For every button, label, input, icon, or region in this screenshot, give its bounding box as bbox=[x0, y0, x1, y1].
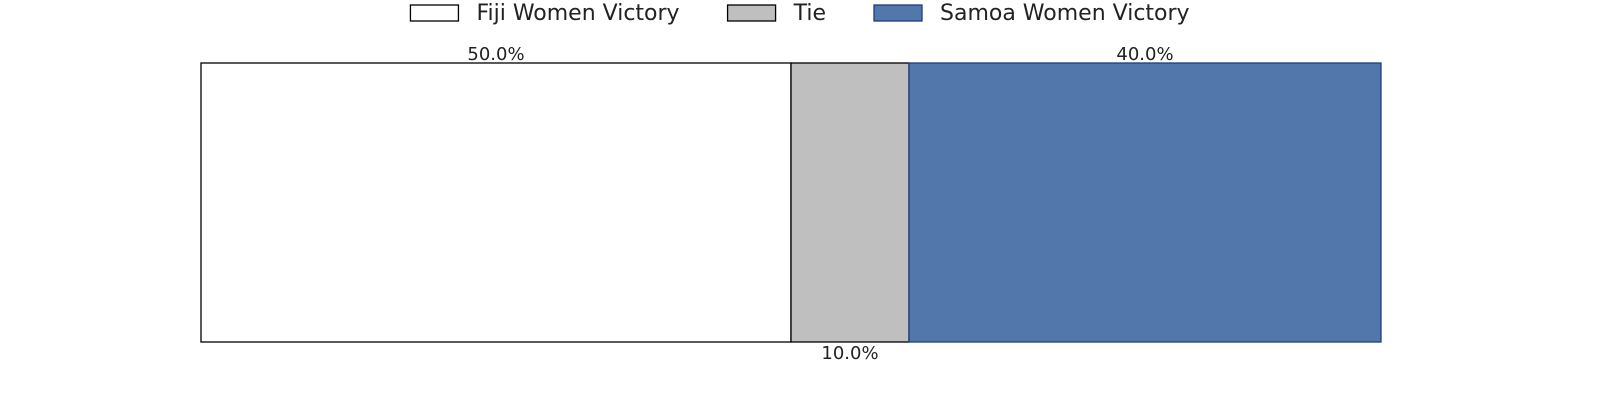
bar-segment bbox=[908, 62, 1382, 343]
value-label: 50.0% bbox=[467, 44, 524, 65]
legend-label: Samoa Women Victory bbox=[940, 1, 1190, 26]
bar-segment bbox=[790, 62, 910, 343]
value-label: 10.0% bbox=[821, 343, 878, 364]
legend: Fiji Women Victory Tie Samoa Women Victory bbox=[409, 1, 1190, 26]
legend-label: Tie bbox=[793, 1, 826, 26]
bar-segment bbox=[200, 62, 792, 343]
legend-swatch bbox=[409, 4, 460, 22]
legend-swatch bbox=[873, 4, 923, 22]
value-label: 40.0% bbox=[1116, 44, 1173, 65]
legend-label: Fiji Women Victory bbox=[476, 1, 679, 26]
legend-swatch bbox=[726, 4, 777, 22]
